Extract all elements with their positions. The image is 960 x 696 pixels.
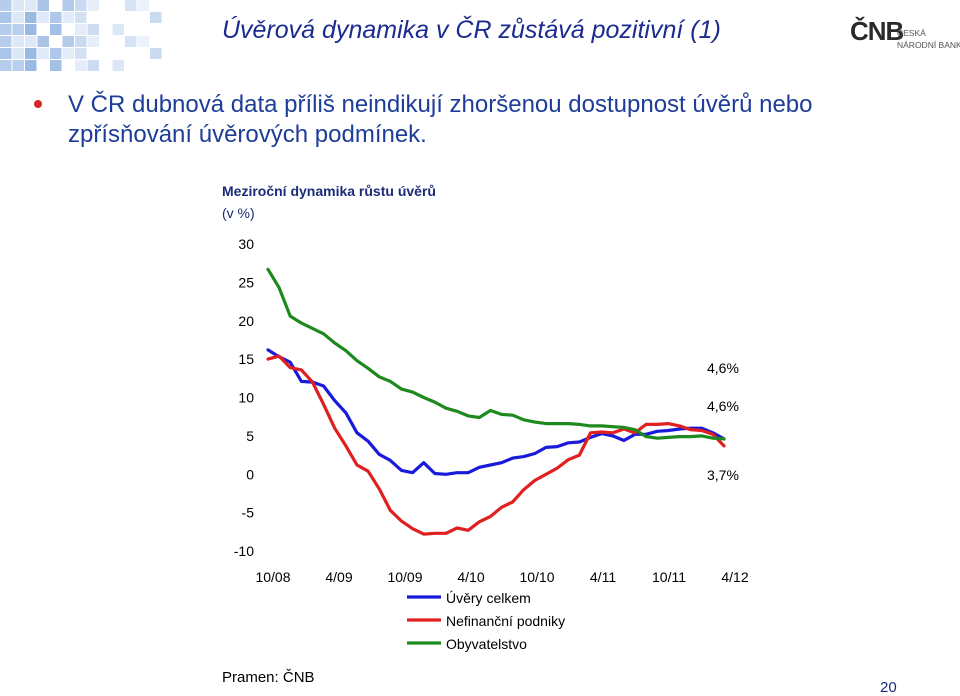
y-tick-label: 15 (238, 351, 254, 367)
x-tick-label: 4/10 (457, 569, 484, 585)
decoration-square (50, 24, 62, 35)
decoration-square (25, 24, 37, 35)
decoration-square (25, 12, 37, 23)
decoration-square (25, 0, 37, 11)
decoration-square (37, 0, 49, 11)
decoration-square (112, 60, 124, 71)
source-note: Pramen: ČNB (222, 669, 315, 686)
decoration-square (12, 48, 24, 59)
decoration-square (75, 36, 87, 47)
series-line (266, 354, 726, 536)
decoration-square (75, 48, 87, 59)
decoration-square (75, 60, 87, 71)
decoration-square (87, 60, 99, 71)
decoration-square (12, 60, 24, 71)
decoration-square (25, 60, 37, 71)
x-tick-label: 10/08 (255, 569, 290, 585)
series-line (266, 267, 726, 441)
decoration-square (0, 12, 12, 23)
decoration-square (137, 36, 149, 47)
y-tick-label: 20 (238, 313, 254, 329)
bullet-text: V ČR dubnová data příliš neindikují zhor… (68, 91, 813, 148)
decoration-square (75, 24, 87, 35)
series-line (266, 348, 726, 476)
decoration-square (62, 0, 74, 11)
x-tick-label: 4/09 (325, 569, 352, 585)
decoration-square (75, 12, 87, 23)
x-tick-label: 4/11 (590, 569, 616, 585)
end-value-label: 4,6% (707, 398, 739, 414)
decoration-square (12, 36, 24, 47)
decoration-square (125, 0, 137, 11)
decoration-square (50, 12, 62, 23)
decoration-square (87, 36, 99, 47)
decoration-square (75, 0, 87, 11)
x-tick-label: 10/09 (387, 569, 422, 585)
logo-text-line1: ČESKÁ (897, 28, 926, 38)
logo-text-line2: NÁRODNÍ BANKA (897, 40, 960, 50)
slide-title: Úvěrová dynamika v ČR zůstává pozitivní … (222, 16, 721, 44)
end-value-label: 4,6% (707, 360, 739, 376)
decoration-square (50, 60, 62, 71)
decoration-square (12, 12, 24, 23)
bullet-dot (34, 100, 42, 108)
decoration-square (37, 48, 49, 59)
y-tick-label: 5 (246, 428, 254, 444)
y-tick-label: 10 (238, 390, 254, 406)
header-decoration (0, 0, 162, 71)
decoration-square (12, 0, 24, 11)
decoration-square (0, 48, 12, 59)
x-tick-label: 10/10 (519, 569, 554, 585)
decoration-square (50, 48, 62, 59)
decoration-square (150, 12, 162, 23)
y-tick-label: -5 (242, 505, 255, 521)
page-number: 20 (880, 679, 897, 696)
decoration-square (0, 60, 12, 71)
decoration-square (25, 48, 37, 59)
cnb-logo: ČNB ČESKÁ NÁRODNÍ BANKA (850, 16, 960, 56)
x-tick-label: 10/11 (652, 569, 686, 585)
decoration-square (25, 36, 37, 47)
decoration-square (37, 36, 49, 47)
decoration-square (137, 0, 149, 11)
decoration-square (0, 0, 12, 11)
logo-mark: ČNB (850, 16, 904, 46)
legend-label: Obyvatelstvo (446, 636, 527, 652)
decoration-square (0, 36, 12, 47)
decoration-square (87, 24, 99, 35)
legend-label: Nefinanční podniky (446, 613, 565, 629)
legend-label: Úvěry celkem (446, 590, 531, 606)
decoration-square (62, 12, 74, 23)
y-tick-label: 30 (238, 236, 254, 252)
x-tick-label: 4/12 (721, 569, 748, 585)
decoration-square (150, 48, 162, 59)
decoration-square (12, 24, 24, 35)
decoration-square (87, 0, 99, 11)
end-value-label: 3,7% (707, 467, 739, 483)
decoration-square (125, 36, 137, 47)
decoration-square (62, 36, 74, 47)
chart-title: Meziroční dynamika růstu úvěrů (222, 183, 436, 199)
decoration-square (37, 12, 49, 23)
y-tick-label: 25 (238, 274, 254, 290)
decoration-square (62, 48, 74, 59)
chart-y-unit: (v %) (222, 205, 255, 221)
y-tick-label: -10 (234, 543, 254, 559)
decoration-square (112, 24, 124, 35)
decoration-square (0, 24, 12, 35)
y-tick-label: 0 (246, 466, 254, 482)
